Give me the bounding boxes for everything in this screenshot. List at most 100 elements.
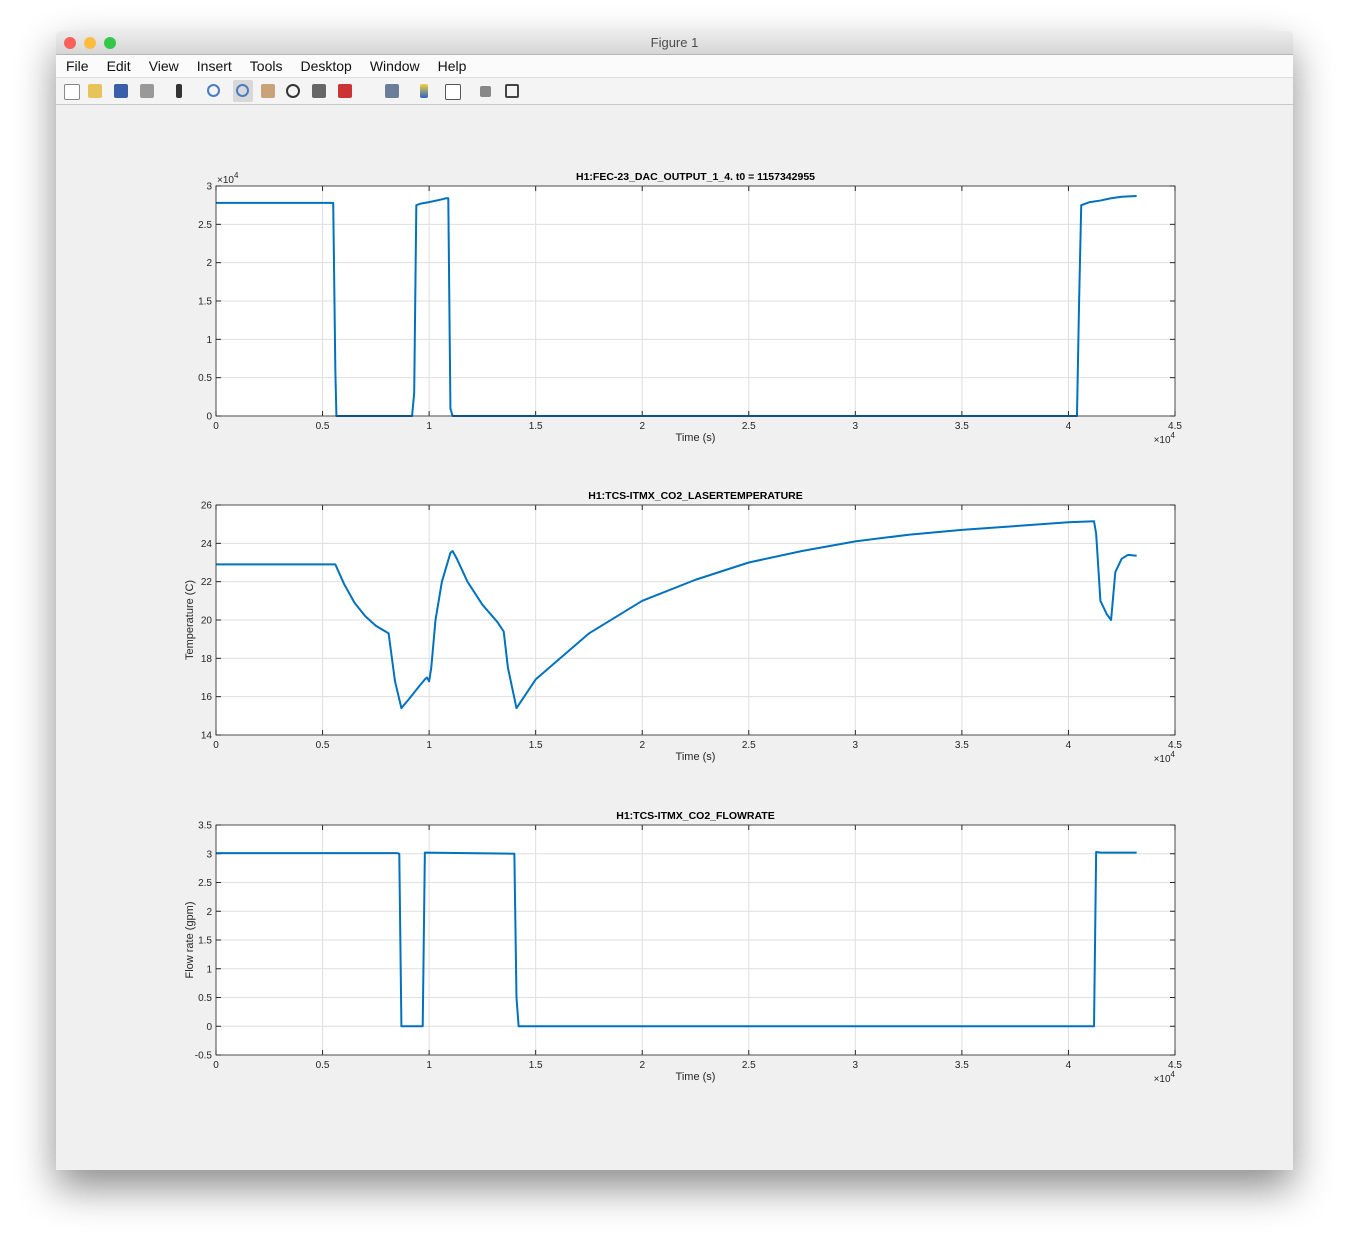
multiplier-base: ×10 <box>1154 754 1171 765</box>
zoom-in-icon[interactable] <box>207 84 220 97</box>
y-tick-label: 2.5 <box>198 220 212 231</box>
link-icon[interactable] <box>385 84 399 98</box>
multiplier-base: ×10 <box>217 175 234 186</box>
y-tick-label: 3 <box>206 182 212 193</box>
y-tick-label: 1 <box>206 335 212 346</box>
minimize-button[interactable] <box>84 37 96 49</box>
x-axis-label: Time (s) <box>676 1071 716 1083</box>
x-tick-label: 1 <box>426 740 432 751</box>
x-tick-label: 0.5 <box>316 1060 330 1071</box>
y-tick-label: 14 <box>201 731 213 742</box>
x-tick-label: 4.5 <box>1168 740 1182 751</box>
y-tick-label: 26 <box>201 501 213 512</box>
x-tick-label: 1.5 <box>529 740 543 751</box>
y-tick-label: 22 <box>201 577 213 588</box>
y-tick-label: 1.5 <box>198 936 212 947</box>
menu-item[interactable]: Window <box>369 58 420 74</box>
menu-item[interactable]: Tools <box>249 58 283 74</box>
x-tick-label: 0 <box>213 421 219 432</box>
menu-item[interactable]: Edit <box>106 58 131 74</box>
y-tick-label: 1.5 <box>198 297 212 308</box>
axes-box <box>215 824 1176 1056</box>
menu-bar: File Edit View Insert Tools Desktop Window Help <box>56 55 1293 78</box>
new-icon[interactable] <box>64 84 80 100</box>
x-tick-label: 3.5 <box>955 740 969 751</box>
x-tick-label: 0.5 <box>316 740 330 751</box>
show-tools-icon[interactable] <box>505 84 519 98</box>
y-axis-label: Flow rate (gpm) <box>184 901 196 978</box>
x-tick-label: 3 <box>853 421 859 432</box>
colorbar-icon[interactable] <box>420 84 428 98</box>
data-line <box>216 520 1137 710</box>
y-tick-label: 20 <box>201 616 213 627</box>
datacursor-icon[interactable] <box>312 84 326 98</box>
legend-icon[interactable] <box>445 84 461 100</box>
window-title: Figure 1 <box>650 35 699 50</box>
brush-icon[interactable] <box>338 84 352 98</box>
axis-multiplier: ×104 <box>1154 750 1176 765</box>
zoom-button[interactable] <box>104 37 116 49</box>
zoom-out-icon[interactable] <box>236 84 249 97</box>
close-button[interactable] <box>64 37 76 49</box>
print-icon[interactable] <box>140 84 154 98</box>
x-tick-label: 2.5 <box>742 740 756 751</box>
x-tick-label: 0 <box>213 1060 219 1071</box>
x-tick-label: 1 <box>426 1060 432 1071</box>
hide-tools-icon[interactable] <box>480 86 491 97</box>
y-tick-label: 2 <box>206 907 212 918</box>
x-tick-label: 1 <box>426 421 432 432</box>
y-tick-label: 18 <box>201 654 213 665</box>
y-tick-label: 24 <box>201 539 213 550</box>
menu-item[interactable]: Help <box>437 58 467 74</box>
window: Figure 1 File Edit View Insert Tools Desktop W… <box>56 31 1293 1170</box>
axis-multiplier: ×104 <box>1154 1070 1176 1085</box>
x-axis-label: Time (s) <box>676 432 716 444</box>
chart-title: H1:TCS-ITMX_CO2_LASERTEMPERATURE <box>588 490 803 502</box>
chart-title: H1:TCS-ITMX_CO2_FLOWRATE <box>616 810 774 822</box>
x-tick-label: 1.5 <box>529 421 543 432</box>
x-tick-label: 2.5 <box>742 421 756 432</box>
x-tick-label: 3 <box>853 740 859 751</box>
y-tick-label: -0.5 <box>195 1051 213 1062</box>
y-tick-label: 0.5 <box>198 373 212 384</box>
y-tick-label: 0 <box>206 412 212 423</box>
figure: 0 0.5 1 1.5 2 2.5 3 3.5 4 4.500.511.522.53H1:FEC-… <box>184 171 1182 1085</box>
multiplier-exponent: 4 <box>234 171 239 180</box>
multiplier-base: ×10 <box>1154 1074 1171 1085</box>
y-tick-label: 0 <box>206 1022 212 1033</box>
title-bar: Figure 1 <box>56 31 1293 55</box>
y-tick-label: 1 <box>206 964 212 975</box>
pan-icon[interactable] <box>261 84 275 98</box>
axes-box <box>215 185 1176 417</box>
multiplier-exponent: 4 <box>1171 1070 1176 1079</box>
axis-multiplier: ×104 <box>217 171 239 186</box>
menu-item[interactable]: Insert <box>196 58 232 74</box>
y-tick-label: 2 <box>206 258 212 269</box>
rotate-icon[interactable] <box>286 84 300 98</box>
menu-item[interactable]: Desktop <box>300 58 352 74</box>
y-tick-label: 3.5 <box>198 821 212 832</box>
multiplier-exponent: 4 <box>1171 750 1176 759</box>
x-tick-label: 2 <box>639 421 645 432</box>
chart-title: H1:FEC-23_DAC_OUTPUT_1_4. t0 = 115734295… <box>576 171 815 183</box>
save-icon[interactable] <box>114 84 128 98</box>
x-tick-label: 2 <box>639 1060 645 1071</box>
x-tick-label: 4 <box>1066 740 1072 751</box>
axis-multiplier: ×104 <box>1154 431 1176 446</box>
menu-item[interactable]: View <box>148 58 179 74</box>
menu-item[interactable]: File <box>66 58 89 74</box>
x-tick-label: 3.5 <box>955 1060 969 1071</box>
x-tick-label: 0.5 <box>316 421 330 432</box>
x-tick-label: 3 <box>853 1060 859 1071</box>
y-axis-label: Temperature (C) <box>184 580 196 660</box>
pointer-icon[interactable] <box>176 84 182 98</box>
multiplier-exponent: 4 <box>1171 431 1176 440</box>
x-tick-label: 0 <box>213 740 219 751</box>
y-tick-label: 16 <box>201 692 213 703</box>
open-icon[interactable] <box>88 84 102 98</box>
x-tick-label: 1.5 <box>529 1060 543 1071</box>
y-tick-label: 3 <box>206 849 212 860</box>
toolbar <box>56 78 1293 105</box>
multiplier-base: ×10 <box>1154 435 1171 446</box>
x-tick-label: 4.5 <box>1168 421 1182 432</box>
